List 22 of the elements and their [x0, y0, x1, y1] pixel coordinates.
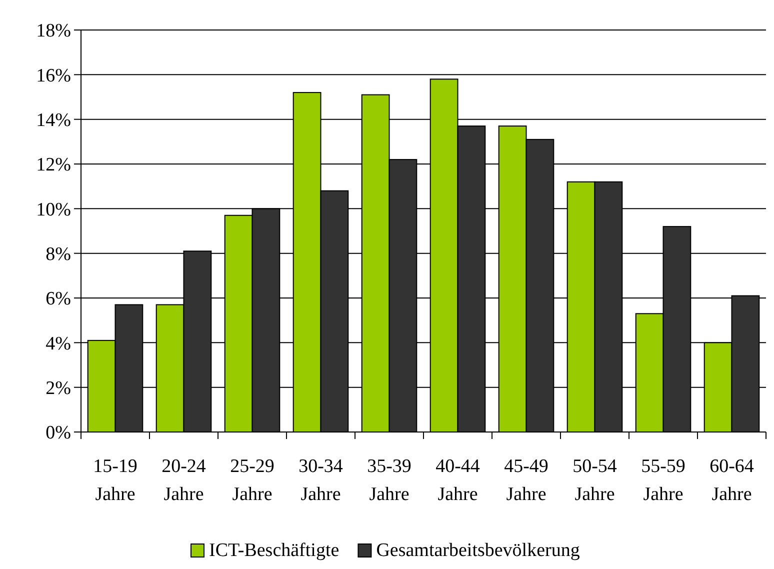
- y-tick-label: 4%: [46, 333, 72, 354]
- x-tick-label: 60-64 Jahre: [710, 456, 754, 505]
- x-tick-label: 30-34 Jahre: [298, 456, 344, 505]
- y-tick-label: 18%: [36, 20, 72, 42]
- y-tick-label: 6%: [46, 288, 72, 310]
- y-tick-label: 14%: [36, 110, 72, 131]
- x-tick-label: 25-29 Jahre: [230, 456, 274, 505]
- legend-label: ICT-Beschäftigte: [209, 540, 340, 561]
- legend-label: Gesamtarbeitsbevölkerung: [376, 540, 580, 561]
- y-tick-label: 0%: [46, 422, 72, 444]
- y-tick-label: 2%: [46, 378, 72, 399]
- x-tick-label: 35-39 Jahre: [367, 456, 412, 505]
- y-tick-label: 16%: [36, 65, 72, 86]
- y-tick-label: 10%: [36, 199, 72, 220]
- y-tick-label: 12%: [36, 154, 72, 176]
- x-tick-label: 45-49 Jahre: [504, 456, 548, 505]
- y-tick-label: 8%: [46, 244, 72, 265]
- x-tick-label: 40-44 Jahre: [436, 456, 480, 505]
- x-tick-label: 15-19 Jahre: [93, 456, 138, 505]
- x-tick-label: 20-24 Jahre: [162, 456, 206, 505]
- x-tick-label: 55-59 Jahre: [641, 456, 686, 505]
- x-tick-label: 50-54 Jahre: [572, 456, 618, 505]
